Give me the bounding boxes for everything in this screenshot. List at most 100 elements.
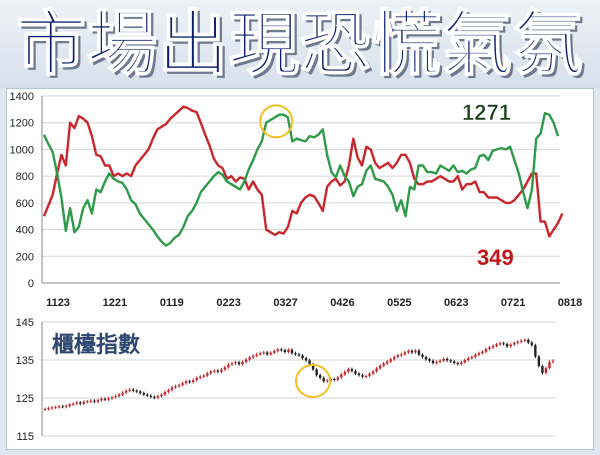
candle-body (213, 370, 216, 372)
candle-body (258, 353, 262, 355)
candle-body (400, 354, 403, 356)
candle-body (551, 360, 555, 362)
candle-body (184, 381, 188, 384)
candle-body (382, 363, 385, 366)
candle-body (505, 344, 509, 347)
y-tick-label: 1400 (10, 91, 34, 103)
y-tick-label: 145 (16, 317, 34, 329)
candle-body (220, 369, 223, 372)
candle-body (498, 343, 502, 345)
candle-body (417, 350, 421, 355)
candle-body (463, 360, 467, 363)
candle-body (50, 407, 54, 409)
candle-body (276, 349, 280, 351)
candle-body (230, 363, 234, 365)
candle-body (534, 345, 537, 357)
candle-body (403, 352, 407, 355)
candle-body (456, 363, 459, 365)
candle-body (414, 350, 417, 353)
candle-body (407, 350, 410, 353)
candle-body (117, 394, 121, 397)
candle-body (241, 361, 244, 365)
candle-body (167, 390, 170, 392)
candle-body (234, 362, 237, 364)
candle-body (431, 360, 435, 364)
highlight-circle (259, 104, 294, 139)
candle-body (43, 409, 47, 411)
candle-body (54, 407, 57, 409)
annotation-red-value: 349 (477, 245, 514, 270)
candle-body (438, 360, 442, 362)
y-tick-label: 600 (16, 198, 34, 210)
candle-body (453, 361, 456, 364)
candle-body (512, 342, 516, 345)
candle-body (435, 361, 438, 364)
candle-body (163, 391, 167, 395)
candle-body (128, 389, 131, 391)
candle-body (237, 362, 241, 365)
candle-body (530, 342, 534, 346)
candle-body (502, 343, 505, 345)
candle-body (181, 383, 184, 386)
candle-body (509, 344, 512, 347)
candle-body (72, 403, 75, 405)
candle-body (216, 370, 220, 372)
candle-body (541, 366, 544, 373)
candle-body (195, 377, 198, 381)
y-tick-label: 400 (16, 225, 34, 237)
candle-body (523, 339, 526, 341)
candle-body (86, 401, 89, 403)
candle-body (290, 349, 294, 354)
candle-body (64, 405, 68, 407)
y-tick-label: 115 (16, 431, 34, 443)
x-tick-label: 0525 (387, 297, 411, 309)
candle-body (474, 354, 477, 357)
candle-body (177, 385, 181, 387)
candle-body (311, 364, 315, 370)
candle-body (428, 359, 431, 361)
candle-body (460, 362, 463, 365)
chart-panel (6, 88, 594, 450)
x-tick-label: 0818 (558, 297, 582, 309)
candle-body (149, 395, 153, 397)
y-tick-label: 135 (16, 355, 34, 367)
page-title: 市場出現恐慌氣氛 (15, 2, 584, 86)
candle-body (470, 356, 474, 359)
x-tick-label: 0119 (160, 297, 184, 309)
candle-body (336, 377, 340, 380)
y-tick-label: 0 (28, 278, 34, 290)
candle-body (227, 364, 230, 368)
candle-body (488, 347, 491, 349)
candle-body (287, 349, 290, 353)
candle-body (57, 406, 61, 408)
candle-body (142, 393, 145, 395)
candle-body (170, 387, 174, 391)
candle-body (89, 400, 93, 402)
candle-body (255, 354, 258, 356)
candle-body (361, 375, 364, 377)
candle-body (326, 380, 329, 382)
x-tick-label: 0223 (216, 297, 240, 309)
candle-body (82, 401, 86, 404)
candle-body (304, 358, 308, 361)
candle-body (467, 358, 470, 360)
red-series-line (42, 105, 564, 238)
candle-body (347, 369, 350, 372)
candle-body (410, 350, 414, 353)
candle-body (484, 348, 488, 352)
candle-body (308, 360, 311, 365)
x-tick-label: 0327 (273, 297, 297, 309)
candle-body (364, 375, 368, 377)
candle-body (445, 358, 449, 361)
chart-title: 櫃檯指數 (52, 333, 140, 358)
candle-body (188, 381, 191, 383)
x-tick-label: 1221 (103, 297, 127, 309)
candle-body (477, 353, 481, 355)
candle-body (93, 400, 96, 402)
candle-body (424, 356, 428, 360)
candle-body (396, 355, 399, 357)
candle-body (146, 394, 149, 396)
candle-body (527, 339, 530, 343)
title-banner: 市場出現恐慌氣氛 (0, 0, 600, 88)
candle-body (481, 351, 484, 354)
